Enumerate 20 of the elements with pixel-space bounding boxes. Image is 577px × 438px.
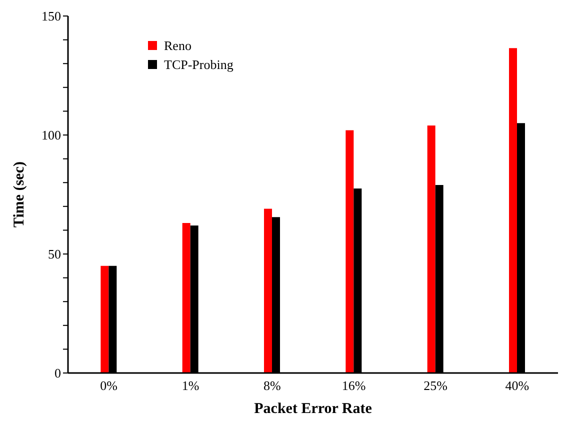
bar (264, 208, 272, 373)
x-tick-label: 8% (263, 378, 281, 394)
bar (100, 266, 109, 373)
bar (182, 223, 190, 373)
y-axis-title: Time (sec) (11, 162, 28, 228)
y-tick-label: 100 (42, 128, 61, 143)
x-tick-label: 0% (100, 378, 118, 394)
y-tick-label: 0 (54, 366, 61, 381)
bar (346, 130, 354, 373)
x-tick-label: 16% (342, 378, 366, 394)
y-tick-label: 50 (48, 246, 61, 262)
y-tick-label: 150 (42, 8, 61, 24)
bar (509, 48, 517, 373)
legend-label: TCP-Probing (164, 56, 234, 74)
x-tick-label: 40% (505, 378, 530, 394)
x-tick-label: 1% (182, 378, 200, 394)
legend-label: Reno (164, 37, 192, 55)
x-tick-label: 25% (424, 378, 448, 394)
bar (427, 125, 436, 373)
x-axis-title: Packet Error Rate (254, 401, 372, 417)
